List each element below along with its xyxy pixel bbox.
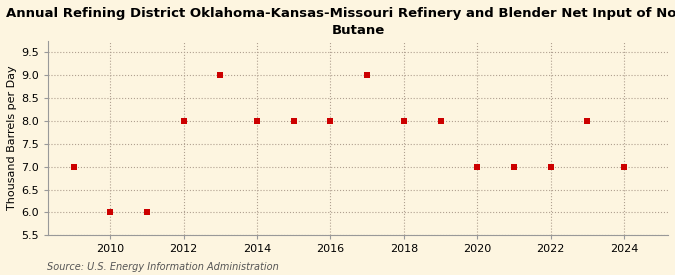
Point — [508, 164, 519, 169]
Point — [178, 119, 189, 123]
Point — [68, 164, 79, 169]
Point — [545, 164, 556, 169]
Text: Source: U.S. Energy Information Administration: Source: U.S. Energy Information Administ… — [47, 262, 279, 272]
Point — [398, 119, 409, 123]
Point — [142, 210, 153, 214]
Title: Annual Refining District Oklahoma-Kansas-Missouri Refinery and Blender Net Input: Annual Refining District Oklahoma-Kansas… — [5, 7, 675, 37]
Point — [618, 164, 629, 169]
Point — [288, 119, 299, 123]
Point — [105, 210, 115, 214]
Point — [362, 73, 373, 77]
Point — [252, 119, 263, 123]
Point — [472, 164, 483, 169]
Point — [435, 119, 446, 123]
Point — [582, 119, 593, 123]
Y-axis label: Thousand Barrels per Day: Thousand Barrels per Day — [7, 66, 17, 210]
Point — [325, 119, 336, 123]
Point — [215, 73, 225, 77]
